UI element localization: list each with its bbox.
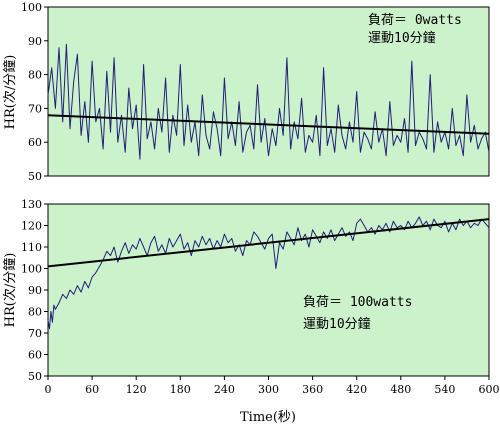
bottom-y-tick-label: 50 <box>28 370 42 383</box>
bottom-y-tick-label: 70 <box>28 327 42 340</box>
top-trend-line <box>47 114 490 135</box>
bottom-x-tick-label: 120 <box>126 383 147 396</box>
bottom-y-tick-label: 120 <box>21 220 42 233</box>
bottom-plot-area <box>47 203 490 377</box>
bottom-data-lines <box>47 216 490 330</box>
bottom-x-tick-label: 600 <box>479 383 500 396</box>
bottom-x-tick-label: 480 <box>390 383 411 396</box>
bottom-x-tick-label: 180 <box>170 383 191 396</box>
top-y-tick-label: 80 <box>28 69 42 82</box>
bottom-y-tick-label: 80 <box>28 306 42 319</box>
bottom-heart-rate-chart: 50 60 70 80 90 100 110 120 130 0 60 120 180 240 300 360… <box>2 198 500 425</box>
bottom-heart-rate-series <box>47 216 490 330</box>
bottom-x-tick-label: 540 <box>434 383 455 396</box>
top-y-tick-label: 60 <box>28 136 42 149</box>
bottom-y-tick-label: 90 <box>28 284 42 297</box>
x-axis-label: Time(秒) <box>240 410 296 425</box>
top-y-axis-label: HR(次/分鐘) <box>2 55 18 130</box>
bottom-annotation-load: 負荷＝ 100watts <box>303 295 412 310</box>
bottom-axis-ticks: 50 60 70 80 90 100 110 120 130 0 60 120 180 240 300 360… <box>21 198 500 396</box>
top-y-tick-label: 100 <box>21 1 42 14</box>
bottom-y-tick-label: 60 <box>28 349 42 362</box>
bottom-x-tick-label: 0 <box>45 383 52 396</box>
bottom-annotation-duration: 運動10分鐘 <box>303 316 371 332</box>
top-heart-rate-series <box>47 43 490 160</box>
bottom-x-tick-label: 360 <box>302 383 323 396</box>
bottom-x-tick-label: 300 <box>258 383 279 396</box>
top-y-tick-label: 70 <box>28 102 42 115</box>
top-annotation-duration: 運動10分鐘 <box>368 30 436 46</box>
top-y-tick-label: 90 <box>28 35 42 48</box>
top-y-tick-label: 50 <box>28 170 42 183</box>
bottom-y-axis-label: HR(次/分鐘) <box>2 253 18 328</box>
bottom-x-tick-label: 420 <box>346 383 367 396</box>
top-y-ticks: 50 60 70 80 90 100 <box>21 1 48 183</box>
top-data-lines <box>47 43 490 160</box>
bottom-y-tick-label: 110 <box>21 241 42 254</box>
bottom-x-tick-label: 240 <box>214 383 235 396</box>
bottom-y-tick-label: 100 <box>21 263 42 276</box>
bottom-x-tick-label: 60 <box>85 383 99 396</box>
bottom-trend-line <box>47 218 490 268</box>
top-heart-rate-chart: 50 60 70 80 90 100 HR(次/分鐘) 負荷＝ 0watts 運動10分鐘 <box>2 1 490 183</box>
top-annotation-load: 負荷＝ 0watts <box>368 13 462 28</box>
top-plot-area <box>47 6 490 177</box>
bottom-y-tick-label: 130 <box>21 198 42 211</box>
